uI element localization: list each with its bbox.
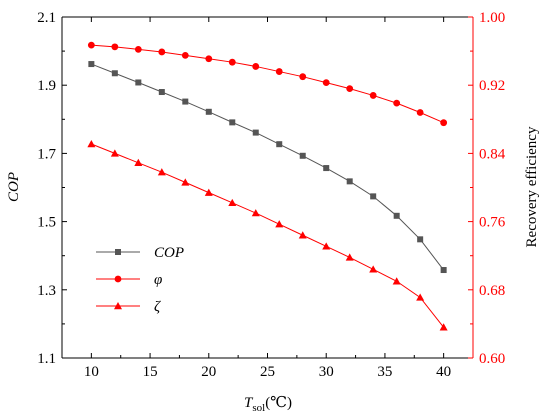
y-left-tick-label: 1.3 xyxy=(37,283,56,299)
data-point-phi xyxy=(346,85,354,93)
data-point-zeta xyxy=(298,231,307,239)
data-point-phi xyxy=(369,92,377,99)
data-point-zeta xyxy=(110,149,119,157)
data-point-cop xyxy=(393,212,400,219)
data-point-zeta xyxy=(204,188,213,196)
y-right-tick-label: 0.76 xyxy=(479,215,506,231)
legend-marker-cop xyxy=(115,249,121,255)
data-point-phi xyxy=(275,68,283,75)
data-point-zeta xyxy=(322,242,331,250)
data-point-zeta xyxy=(181,178,190,186)
x-tick-label: 35 xyxy=(377,364,392,380)
legend-label-cop: COP xyxy=(154,245,184,261)
data-point-zeta xyxy=(134,158,143,166)
data-point-cop xyxy=(370,193,377,200)
data-point-phi xyxy=(252,63,260,70)
series-line-phi xyxy=(91,44,444,124)
x-tick-label: 10 xyxy=(84,364,99,380)
data-point-cop xyxy=(88,61,95,68)
y-left-tick-label: 1.9 xyxy=(37,78,56,94)
data-point-zeta xyxy=(439,323,448,331)
y-left-tick-label: 1.7 xyxy=(37,146,56,162)
series-line-cop xyxy=(91,63,445,271)
data-point-cop xyxy=(276,141,283,148)
y-right-tick-label: 0.60 xyxy=(479,351,505,367)
data-point-zeta xyxy=(87,140,96,148)
data-point-cop xyxy=(229,119,236,126)
x-axis-title: Tsol(℃) xyxy=(244,395,292,414)
data-point-zeta xyxy=(157,168,166,176)
data-point-phi xyxy=(111,43,119,51)
data-point-phi xyxy=(205,55,213,63)
data-point-phi xyxy=(299,73,307,81)
data-point-cop xyxy=(182,98,189,105)
data-point-zeta xyxy=(392,277,401,285)
y-right-tick-label: 1.00 xyxy=(479,10,505,26)
data-point-cop xyxy=(440,267,447,274)
data-point-phi xyxy=(87,41,95,49)
data-point-phi xyxy=(322,79,330,87)
data-point-phi xyxy=(181,51,189,59)
data-point-cop xyxy=(299,152,306,159)
y-left-tick-label: 1.1 xyxy=(37,351,56,367)
data-point-phi xyxy=(158,48,166,56)
data-point-cop xyxy=(205,108,212,115)
data-point-cop xyxy=(158,89,165,96)
legend-marker-phi xyxy=(114,275,122,283)
y-axis-left-title: COP xyxy=(6,172,22,202)
x-axis-title-unit: (℃) xyxy=(265,395,292,411)
legend-marker-zeta xyxy=(114,302,122,310)
data-point-phi xyxy=(416,109,424,116)
x-tick-label: 30 xyxy=(319,364,334,380)
data-point-phi xyxy=(134,45,142,53)
legend-label-phi: φ xyxy=(154,272,162,288)
data-point-phi xyxy=(440,119,448,127)
x-axis-title-main: T xyxy=(244,395,254,411)
x-axis-title-subscript: sol xyxy=(252,402,265,414)
data-point-phi xyxy=(393,99,401,107)
x-tick-label: 20 xyxy=(201,364,216,380)
legend-label-zeta: ζ xyxy=(154,299,161,315)
x-tick-label: 15 xyxy=(143,364,158,380)
data-point-zeta xyxy=(228,198,237,207)
data-point-cop xyxy=(323,165,330,172)
y-right-tick-label: 0.68 xyxy=(479,283,505,299)
x-tick-label: 25 xyxy=(260,364,275,380)
legend: COP φζ xyxy=(96,245,184,315)
data-point-zeta xyxy=(275,220,284,228)
y-left-tick-label: 2.1 xyxy=(37,10,56,26)
y-axis-right-title: Recovery efficiency xyxy=(524,126,540,247)
data-point-cop xyxy=(346,178,353,185)
axes-layer: 10 15 20 25 30 35 40 1.1 1.3 1.5 1.7 1.9 2.1 0.60 0.68… xyxy=(37,10,506,380)
data-point-cop xyxy=(252,129,259,136)
x-tick-label: 40 xyxy=(436,364,451,380)
data-point-zeta xyxy=(369,265,378,273)
y-right-tick-label: 0.92 xyxy=(479,78,505,94)
data-point-zeta xyxy=(345,253,354,261)
data-point-cop xyxy=(111,70,118,77)
data-point-cop xyxy=(417,236,424,243)
data-point-zeta xyxy=(416,293,425,301)
axis-titles: COP Recovery efficiency Tsol(℃) xyxy=(6,126,540,414)
y-left-tick-label: 1.5 xyxy=(37,215,56,231)
data-point-phi xyxy=(228,58,236,66)
series-layer xyxy=(87,41,448,331)
series-line-zeta xyxy=(91,143,445,328)
y-right-tick-label: 0.84 xyxy=(479,146,506,162)
data-point-zeta xyxy=(251,209,260,217)
data-point-cop xyxy=(135,79,142,86)
